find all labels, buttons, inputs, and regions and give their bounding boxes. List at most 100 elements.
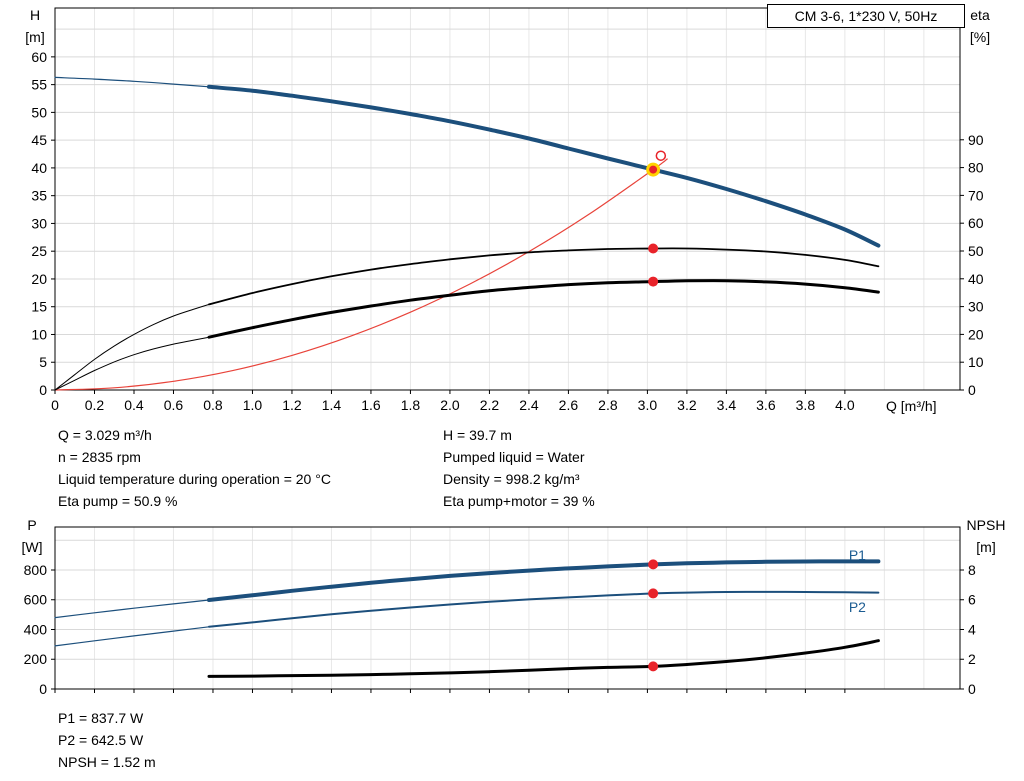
tick-label-x: 1.4 (322, 397, 342, 413)
info-line-density: Density = 998.2 kg/m³ (443, 471, 580, 487)
tick-label-right: 40 (968, 271, 984, 287)
tick-label-left: 25 (31, 243, 47, 259)
result-line-npsh: NPSH = 1.52 m (58, 754, 156, 770)
curve-eta-pump-motor (207, 279, 880, 339)
tick-label-x: 1.2 (282, 397, 302, 413)
eta-axis-unit-line: [%] (969, 29, 991, 45)
tick-label-right: 0 (968, 382, 976, 398)
curve-eta-pump (208, 247, 880, 306)
tick-label-x: 3.6 (756, 397, 776, 413)
curve-hq (207, 84, 881, 248)
tick-label-left: 10 (31, 326, 47, 342)
plot-border (54, 7, 961, 391)
tick-label-left: 800 (24, 562, 48, 578)
npsh-axis-label: NPSH [m] (954, 514, 1018, 558)
curve-npsh (207, 639, 880, 678)
tick-label-right: 6 (968, 592, 976, 608)
tick-label-right: 0 (968, 681, 976, 697)
tick-label-left: 15 (31, 299, 47, 315)
tick-label-x: 0.8 (203, 397, 223, 413)
tick-label-x: 2.2 (480, 397, 500, 413)
tick-label-x: 2.0 (440, 397, 460, 413)
tick-label-x: 3.4 (717, 397, 737, 413)
tick-label-left: 200 (24, 651, 48, 667)
tick-label-x: 3.2 (677, 397, 697, 413)
tick-label-right: 10 (968, 354, 984, 370)
info-line-eta-pump-motor: Eta pump+motor = 39 % (443, 493, 595, 509)
eta-axis-label-line: eta (970, 7, 990, 23)
tick-label-left: 20 (31, 271, 47, 287)
series-label-p2: P2 (849, 599, 866, 615)
tick-label-left: 35 (31, 188, 47, 204)
tick-label-x: 3.8 (796, 397, 816, 413)
tick-label-left: 50 (31, 104, 47, 120)
p-axis-label-line: P (27, 517, 37, 533)
tick-label-right: 8 (968, 562, 976, 578)
curve-p1-lead (54, 599, 210, 619)
tick-label-x: 3.0 (638, 397, 658, 413)
tick-label-left: 45 (31, 132, 47, 148)
curve-hq-lead (54, 76, 210, 88)
curve-eta-pump-motor-lead (54, 336, 210, 391)
tick-label-right: 80 (968, 160, 984, 176)
result-line-p2: P2 = 642.5 W (58, 732, 144, 748)
curve-p2 (208, 590, 880, 628)
p1-point (648, 559, 659, 570)
h-axis-unit-line: [m] (25, 29, 45, 45)
h-axis-label: H [m] (14, 4, 56, 48)
eta-pump-point (648, 243, 659, 254)
tick-label-x: 0.4 (124, 397, 144, 413)
npsh-axis-label-line: NPSH (966, 517, 1006, 533)
tick-label-x: 4.0 (835, 397, 855, 413)
tick-label-x: 1.8 (401, 397, 421, 413)
series-label-p1: P1 (849, 547, 866, 563)
tick-label-x: 1.0 (243, 397, 263, 413)
tick-label-left: 60 (31, 49, 47, 65)
info-line-eta-pump: Eta pump = 50.9 % (58, 493, 178, 509)
result-line-p1: P1 = 837.7 W (58, 710, 144, 726)
p-axis-unit-line: [W] (21, 539, 43, 555)
operating-data-left: Q = 3.029 m³/h n = 2835 rpm Liquid tempe… (58, 424, 331, 512)
tick-label-x: 0.2 (85, 397, 105, 413)
h-axis-label-line: H (29, 7, 41, 23)
tick-label-right: 30 (968, 299, 984, 315)
p-axis-label: P [W] (12, 514, 52, 558)
tick-label-x: 2.4 (519, 397, 539, 413)
tick-label-right: 70 (968, 187, 984, 203)
curve-system-curve (54, 158, 668, 391)
tick-label-right: 90 (968, 132, 984, 148)
eta-axis-label: eta [%] (958, 4, 1002, 48)
curve-p1 (207, 559, 881, 602)
tick-label-right: 2 (968, 651, 976, 667)
tick-label-x: 0.6 (164, 397, 184, 413)
tick-label-x: 1.6 (361, 397, 381, 413)
tick-label-left: 0 (39, 681, 47, 697)
tick-label-left: 400 (24, 621, 48, 637)
tick-label-left: 5 (39, 354, 47, 370)
info-line-q: Q = 3.029 m³/h (58, 427, 152, 443)
requested-duty-point (655, 150, 667, 161)
tick-label-x: 0 (51, 397, 59, 413)
operating-data-right: H = 39.7 m Pumped liquid = Water Density… (443, 424, 595, 512)
tick-label-right: 50 (968, 243, 984, 259)
eta-pump-motor-point (648, 276, 659, 287)
npsh-point (648, 661, 659, 672)
info-line-head: H = 39.7 m (443, 427, 512, 443)
tick-label-left: 0 (39, 382, 47, 398)
npsh-axis-unit-line: [m] (976, 539, 996, 555)
tick-label-x: 2.6 (559, 397, 579, 413)
tick-label-right: 4 (968, 621, 976, 637)
tick-label-right: 60 (968, 215, 984, 231)
tick-label-x: 2.8 (598, 397, 618, 413)
q-axis-label: Q [m³/h] (886, 398, 937, 414)
curve-eta-pump-lead (54, 303, 210, 391)
curve-p2-lead (54, 626, 210, 647)
info-line-speed: n = 2835 rpm (58, 449, 141, 465)
plot-border (54, 526, 961, 690)
duty-point (646, 162, 661, 177)
power-data: P1 = 837.7 W P2 = 642.5 W NPSH = 1.52 m (58, 707, 156, 773)
info-line-temperature: Liquid temperature during operation = 20… (58, 471, 331, 487)
tick-label-right: 20 (968, 326, 984, 342)
tick-label-left: 40 (31, 160, 47, 176)
